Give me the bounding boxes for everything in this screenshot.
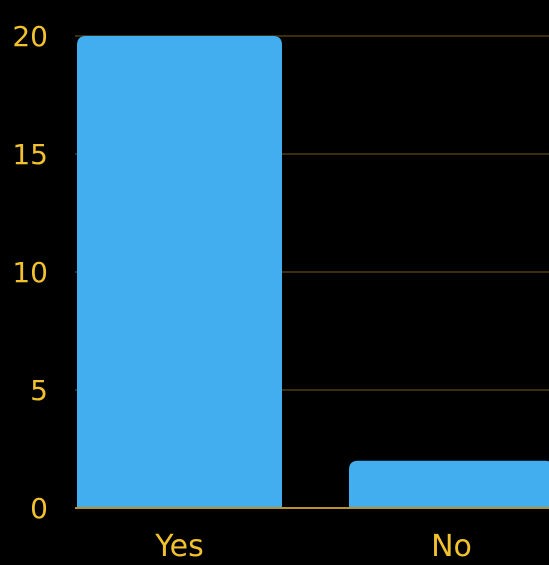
y-tick-label: 10 xyxy=(12,256,48,289)
bar-no xyxy=(349,460,549,508)
bars xyxy=(77,36,549,508)
x-tick-label: Yes xyxy=(154,529,203,564)
y-tick-label: 15 xyxy=(12,138,48,171)
y-tick-label: 0 xyxy=(30,492,48,525)
x-axis-ticks: Yes No xyxy=(154,529,472,564)
y-tick-label: 5 xyxy=(30,374,48,407)
y-axis-ticks: 0 5 10 15 20 xyxy=(12,20,48,525)
bar-yes xyxy=(77,36,282,508)
x-tick-label: No xyxy=(431,529,472,564)
y-tick-label: 20 xyxy=(12,20,48,53)
